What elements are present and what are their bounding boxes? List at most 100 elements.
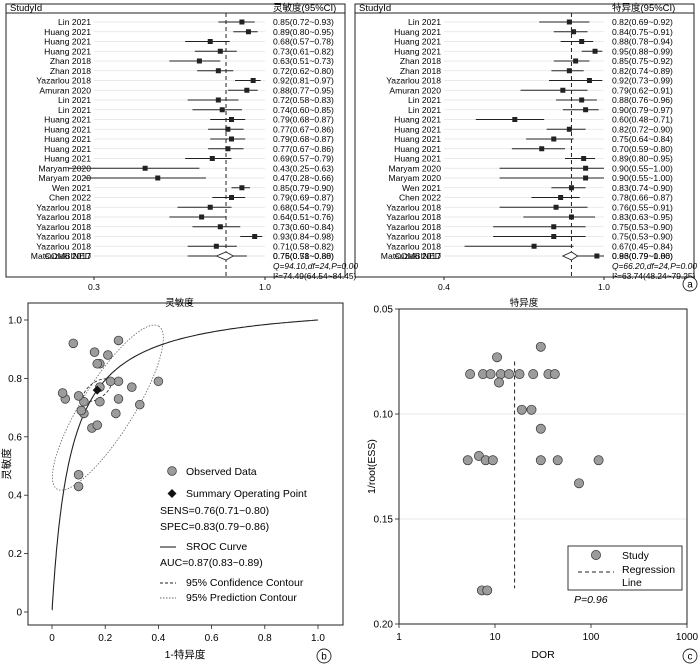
study-label: Huang 2021 bbox=[394, 27, 441, 37]
study-label: Chen 2022 bbox=[399, 193, 441, 203]
point-estimate-marker bbox=[583, 107, 589, 113]
study-data-point bbox=[552, 455, 563, 466]
estimate-value: 0.70(0.59~0.80) bbox=[612, 144, 673, 154]
legend-regression-label-line1: Regression bbox=[622, 564, 675, 576]
estimate-value: 0.75(0.58~0.88) bbox=[273, 251, 334, 261]
study-data-point bbox=[482, 585, 493, 596]
y-tick-label: 0.2 bbox=[8, 549, 22, 560]
x-tick-label: 1000 bbox=[676, 632, 699, 643]
estimate-value: 0.77(0.67~0.86) bbox=[273, 124, 334, 134]
study-label: Yazarlou 2018 bbox=[36, 232, 91, 242]
point-estimate-marker bbox=[560, 87, 566, 93]
combined-label: COMBINED bbox=[45, 251, 91, 261]
x-tick-label: 0.8 bbox=[258, 633, 272, 644]
estimate-value: 0.83(0.63~0.95) bbox=[612, 212, 673, 222]
observed-data-point bbox=[92, 420, 102, 430]
study-data-point bbox=[485, 369, 496, 380]
study-label: Maryam 2020 bbox=[388, 173, 441, 183]
y-axis-label: 灵敏度 bbox=[0, 448, 13, 480]
study-label: Wen 2021 bbox=[402, 183, 441, 193]
legend-regression-label-line2: Line bbox=[622, 577, 642, 589]
estimate-value: 0.79(0.68~0.87) bbox=[273, 115, 334, 125]
study-label: Huang 2021 bbox=[394, 115, 441, 125]
study-data-point bbox=[492, 352, 502, 363]
x-tick-label: 1.0 bbox=[311, 633, 325, 644]
point-estimate-marker bbox=[215, 97, 221, 103]
study-label: Lin 2021 bbox=[408, 95, 441, 105]
estimate-value: 0.95(0.88~0.99) bbox=[612, 46, 673, 56]
y-tick-label: 0.6 bbox=[8, 432, 22, 443]
study-data-point bbox=[465, 369, 476, 380]
study-label: Maryam 2020 bbox=[388, 163, 441, 173]
point-estimate-marker bbox=[512, 117, 518, 122]
study-label: Yazarlou 2018 bbox=[386, 232, 441, 242]
heterogeneity-i2-stat: I²=63.74(48.24~79.25) bbox=[612, 271, 696, 281]
heterogeneity-i2-stat: I²=74.49(64.54~84.45) bbox=[273, 271, 357, 281]
point-estimate-marker bbox=[568, 214, 574, 220]
estimate-value: 0.85(0.79~0.90) bbox=[273, 183, 334, 193]
prediction-contour bbox=[52, 324, 164, 491]
plot-frame bbox=[5, 3, 346, 278]
estimate-value: 0.89(0.80~0.95) bbox=[612, 154, 673, 164]
point-estimate-marker bbox=[142, 165, 148, 171]
study-label: Huang 2021 bbox=[394, 46, 441, 56]
point-estimate-marker bbox=[209, 156, 215, 161]
study-label: Huang 2021 bbox=[44, 27, 91, 37]
estimate-value: 0.85(0.75~0.92) bbox=[612, 56, 673, 66]
estimate-value: 0.77(0.67~0.86) bbox=[273, 144, 334, 154]
x-tick-label: 1.0 bbox=[598, 282, 610, 292]
y-tick-label: 0.05 bbox=[374, 305, 394, 316]
study-data-point bbox=[528, 369, 539, 380]
y-tick-label: 0 bbox=[16, 608, 22, 619]
observed-data-point bbox=[76, 405, 87, 416]
x-tick-label: 0.2 bbox=[98, 633, 112, 644]
point-estimate-marker bbox=[583, 175, 589, 181]
estimate-value: 0.90(0.79~0.97) bbox=[612, 105, 673, 115]
estimate-value: 0.79(0.69~0.87) bbox=[273, 193, 334, 203]
legend-auc-value: AUC=0.87(0.83~0.89) bbox=[160, 557, 263, 569]
study-label: Wen 2021 bbox=[52, 183, 91, 193]
study-label: Lin 2021 bbox=[58, 105, 91, 115]
study-label: Huang 2021 bbox=[394, 134, 441, 144]
point-estimate-marker bbox=[586, 78, 592, 83]
study-label: Yazarlou 2018 bbox=[36, 76, 91, 86]
sroc-curve bbox=[51, 319, 319, 611]
estimate-value: 0.83(0.74~0.90) bbox=[612, 183, 673, 193]
study-label: Amuran 2020 bbox=[39, 85, 91, 95]
combined-estimate-value: 0.83(0.79~0.86) bbox=[612, 251, 673, 261]
study-label: Huang 2021 bbox=[394, 124, 441, 134]
estimate-value: 0.76(0.55~0.91) bbox=[612, 202, 673, 212]
point-estimate-marker bbox=[207, 204, 213, 210]
plot-frame bbox=[398, 308, 688, 625]
legend-observed-marker bbox=[167, 466, 177, 476]
study-label: Zhan 2018 bbox=[400, 66, 441, 76]
estimate-value: 0.69(0.57~0.79) bbox=[273, 154, 334, 164]
y-tick-label: 1.0 bbox=[8, 316, 22, 327]
estimate-value: 0.67(0.45~0.84) bbox=[612, 241, 673, 251]
estimate-value: 0.88(0.77~0.95) bbox=[273, 85, 334, 95]
observed-data-point bbox=[111, 408, 121, 419]
observed-data-point bbox=[89, 347, 100, 357]
estimate-value: 0.75(0.53~0.90) bbox=[612, 232, 673, 242]
point-estimate-marker bbox=[250, 78, 256, 83]
estimate-value: 0.93(0.84~0.98) bbox=[273, 232, 334, 242]
estimate-value: 0.68(0.57~0.78) bbox=[273, 37, 334, 47]
point-estimate-marker bbox=[225, 146, 231, 152]
observed-data-point bbox=[103, 350, 113, 360]
observed-data-point bbox=[113, 394, 124, 404]
point-estimate-marker bbox=[579, 97, 585, 103]
observed-data-point bbox=[127, 382, 137, 392]
study-data-point bbox=[535, 341, 546, 352]
panel-letter: a bbox=[687, 280, 693, 291]
estimate-value: 0.64(0.51~0.76) bbox=[273, 212, 334, 222]
x-tick-label: 0.4 bbox=[151, 633, 165, 644]
estimate-value: 0.63(0.51~0.73) bbox=[273, 56, 334, 66]
observed-data-point bbox=[79, 397, 89, 407]
observed-data-point bbox=[68, 338, 79, 349]
y-tick-label: 0.20 bbox=[374, 620, 394, 631]
estimate-value: 0.88(0.76~0.96) bbox=[612, 95, 673, 105]
estimate-value: 0.89(0.80~0.95) bbox=[273, 27, 334, 37]
legend-study-label: Study bbox=[622, 550, 650, 562]
point-estimate-marker bbox=[239, 19, 245, 25]
point-estimate-marker bbox=[229, 117, 235, 122]
